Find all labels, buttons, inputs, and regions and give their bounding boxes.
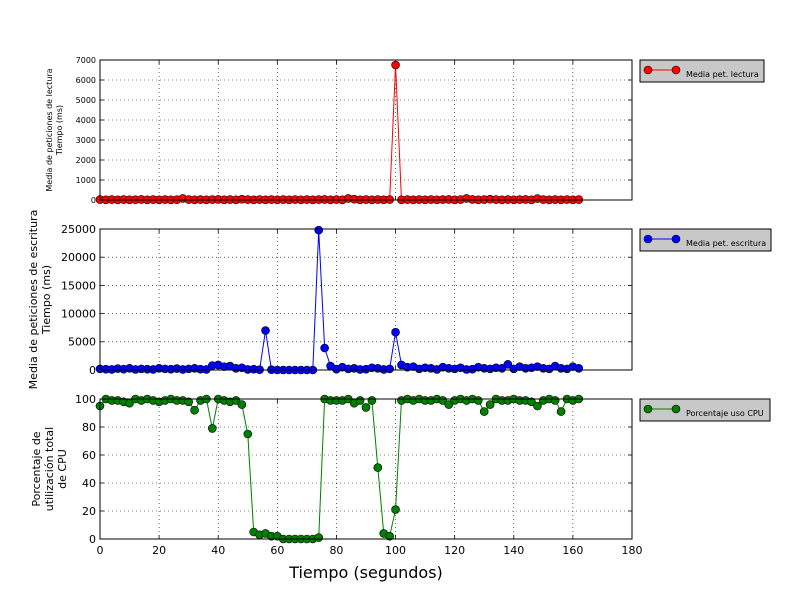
y-tick-label: 10000 <box>61 307 96 320</box>
data-point <box>367 396 377 405</box>
legend-marker <box>643 65 653 75</box>
legend-label: Media pet. lectura <box>686 70 759 79</box>
x-tick-label: 0 <box>97 544 104 557</box>
chart-panel-1: 0 1000 2000 3000 4000 5000 6000 7000 Media de pe… <box>45 56 765 205</box>
y-tick-label: 0 <box>89 364 96 377</box>
data-point <box>231 396 241 405</box>
data-point <box>438 396 448 405</box>
y-tick-label: 3000 <box>76 136 96 145</box>
y-tick-label: 40 <box>82 477 96 490</box>
y-tick-label: 6000 <box>76 76 96 85</box>
data-point <box>574 364 584 373</box>
legend: Porcentaje uso CPU <box>639 398 771 422</box>
data-point <box>208 424 217 433</box>
x-tick-label: 140 <box>503 544 524 557</box>
legend: Media pet. lectura <box>639 59 765 83</box>
y-tick-label: 2000 <box>76 156 96 165</box>
data-point <box>556 407 566 416</box>
y-axis-label: utilización total <box>43 427 56 511</box>
plot-frame <box>99 59 633 201</box>
plot-area <box>100 60 632 200</box>
chart-panel-3: 0 20 40 60 80 100 0 20 40 60 80 100 120 140 160 180 Porc… <box>30 393 771 582</box>
x-tick-label: 120 <box>444 544 465 557</box>
data-point <box>355 396 365 405</box>
data-point <box>237 400 247 409</box>
x-tick-label: 40 <box>211 544 225 557</box>
data-point <box>314 533 324 542</box>
y-tick-label: 20000 <box>61 251 96 264</box>
y-tick-label: 5000 <box>68 336 96 349</box>
y-axis-label: Porcentaje de <box>30 431 43 506</box>
y-tick-label: 60 <box>82 449 96 462</box>
data-point <box>550 396 560 405</box>
legend-marker <box>671 234 681 244</box>
y-tick-label: 100 <box>75 393 96 406</box>
x-tick-label: 100 <box>385 544 406 557</box>
legend-marker <box>643 404 653 414</box>
data-point <box>184 397 193 407</box>
data-point <box>503 360 513 369</box>
y-axis-label: Tiempo (ms) <box>40 265 53 335</box>
data-point <box>261 326 270 335</box>
y-tick-label: 5000 <box>76 96 96 105</box>
y-tick-label: 0 <box>89 533 96 546</box>
data-point <box>391 505 400 514</box>
x-tick-label: 80 <box>329 544 343 557</box>
plot-area <box>100 399 632 539</box>
data-point <box>202 365 211 374</box>
y-tick-label: 25000 <box>61 223 96 236</box>
y-tick-label: 1000 <box>76 176 96 185</box>
chart-panel-2: 0 5000 10000 15000 20000 25000 Media de petici… <box>27 210 772 390</box>
x-tick-label: 60 <box>270 544 284 557</box>
x-axis-label: Tiempo (segundos) <box>288 563 443 582</box>
data-point <box>314 225 324 235</box>
data-point <box>190 405 199 415</box>
plot-frame <box>99 228 633 371</box>
data-point <box>385 531 394 541</box>
data-point <box>485 400 495 409</box>
y-axis-label: Tiempo (ms) <box>55 105 64 156</box>
y-tick-label: 80 <box>82 421 96 434</box>
legend-marker <box>643 234 653 244</box>
y-axis-label: Media de peticiones de lectura <box>45 68 54 191</box>
data-point <box>385 364 394 374</box>
y-tick-label: 15000 <box>61 279 96 292</box>
x-tick-label: 20 <box>152 544 166 557</box>
data-point <box>320 343 329 353</box>
legend-label: Media pet. escritura <box>686 239 766 248</box>
y-tick-label: 20 <box>82 505 96 518</box>
legend-box <box>639 398 771 422</box>
legend-label: Porcentaje uso CPU <box>686 409 764 418</box>
x-tick-label: 180 <box>622 544 643 557</box>
legend-box <box>639 59 765 83</box>
data-point <box>391 327 400 337</box>
data-point <box>474 396 483 405</box>
data-point <box>527 397 536 407</box>
legend-marker <box>671 65 681 75</box>
data-point <box>444 400 454 409</box>
x-tick-label: 160 <box>562 544 583 557</box>
y-tick-label: 0 <box>91 196 96 205</box>
data-point <box>243 429 253 439</box>
data-point <box>533 401 542 411</box>
plot-frame <box>99 398 633 540</box>
legend: Media pet. escritura <box>639 228 772 252</box>
legend-marker <box>671 404 681 414</box>
data-point <box>361 403 371 412</box>
data-point <box>373 463 383 472</box>
y-axis-label: de CPU <box>56 449 69 489</box>
data-point <box>479 407 489 416</box>
plot-area <box>100 229 632 370</box>
y-tick-label: 7000 <box>76 56 96 65</box>
data-point <box>391 60 400 70</box>
legend-box <box>639 228 772 252</box>
y-axis-label: Media de peticiones de escritura <box>27 210 40 390</box>
y-tick-label: 4000 <box>76 116 96 125</box>
